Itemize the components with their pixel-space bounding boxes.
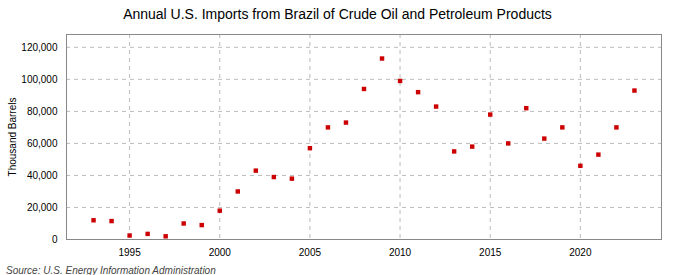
svg-text:20,000: 20,000 xyxy=(27,202,58,213)
svg-text:100,000: 100,000 xyxy=(21,74,58,85)
svg-text:0: 0 xyxy=(52,234,58,245)
svg-text:Thousand Barrels: Thousand Barrels xyxy=(7,98,18,177)
svg-text:2020: 2020 xyxy=(569,247,592,258)
svg-text:60,000: 60,000 xyxy=(27,138,58,149)
svg-text:2015: 2015 xyxy=(479,247,502,258)
html-text:Annual U.S. Imports from Brazi: Annual U.S. Imports from Brazil of Crude… xyxy=(123,6,552,22)
html-text:Source: U.S. Energy Informatio: Source: U.S. Energy Information Administ… xyxy=(6,265,216,275)
svg-text:40,000: 40,000 xyxy=(27,170,58,181)
svg-text:2010: 2010 xyxy=(389,247,412,258)
svg-text:2005: 2005 xyxy=(299,247,322,258)
svg-text:2000: 2000 xyxy=(209,247,232,258)
svg-text:80,000: 80,000 xyxy=(27,106,58,117)
svg-text:120,000: 120,000 xyxy=(21,42,58,53)
svg-text:1995: 1995 xyxy=(118,247,141,258)
